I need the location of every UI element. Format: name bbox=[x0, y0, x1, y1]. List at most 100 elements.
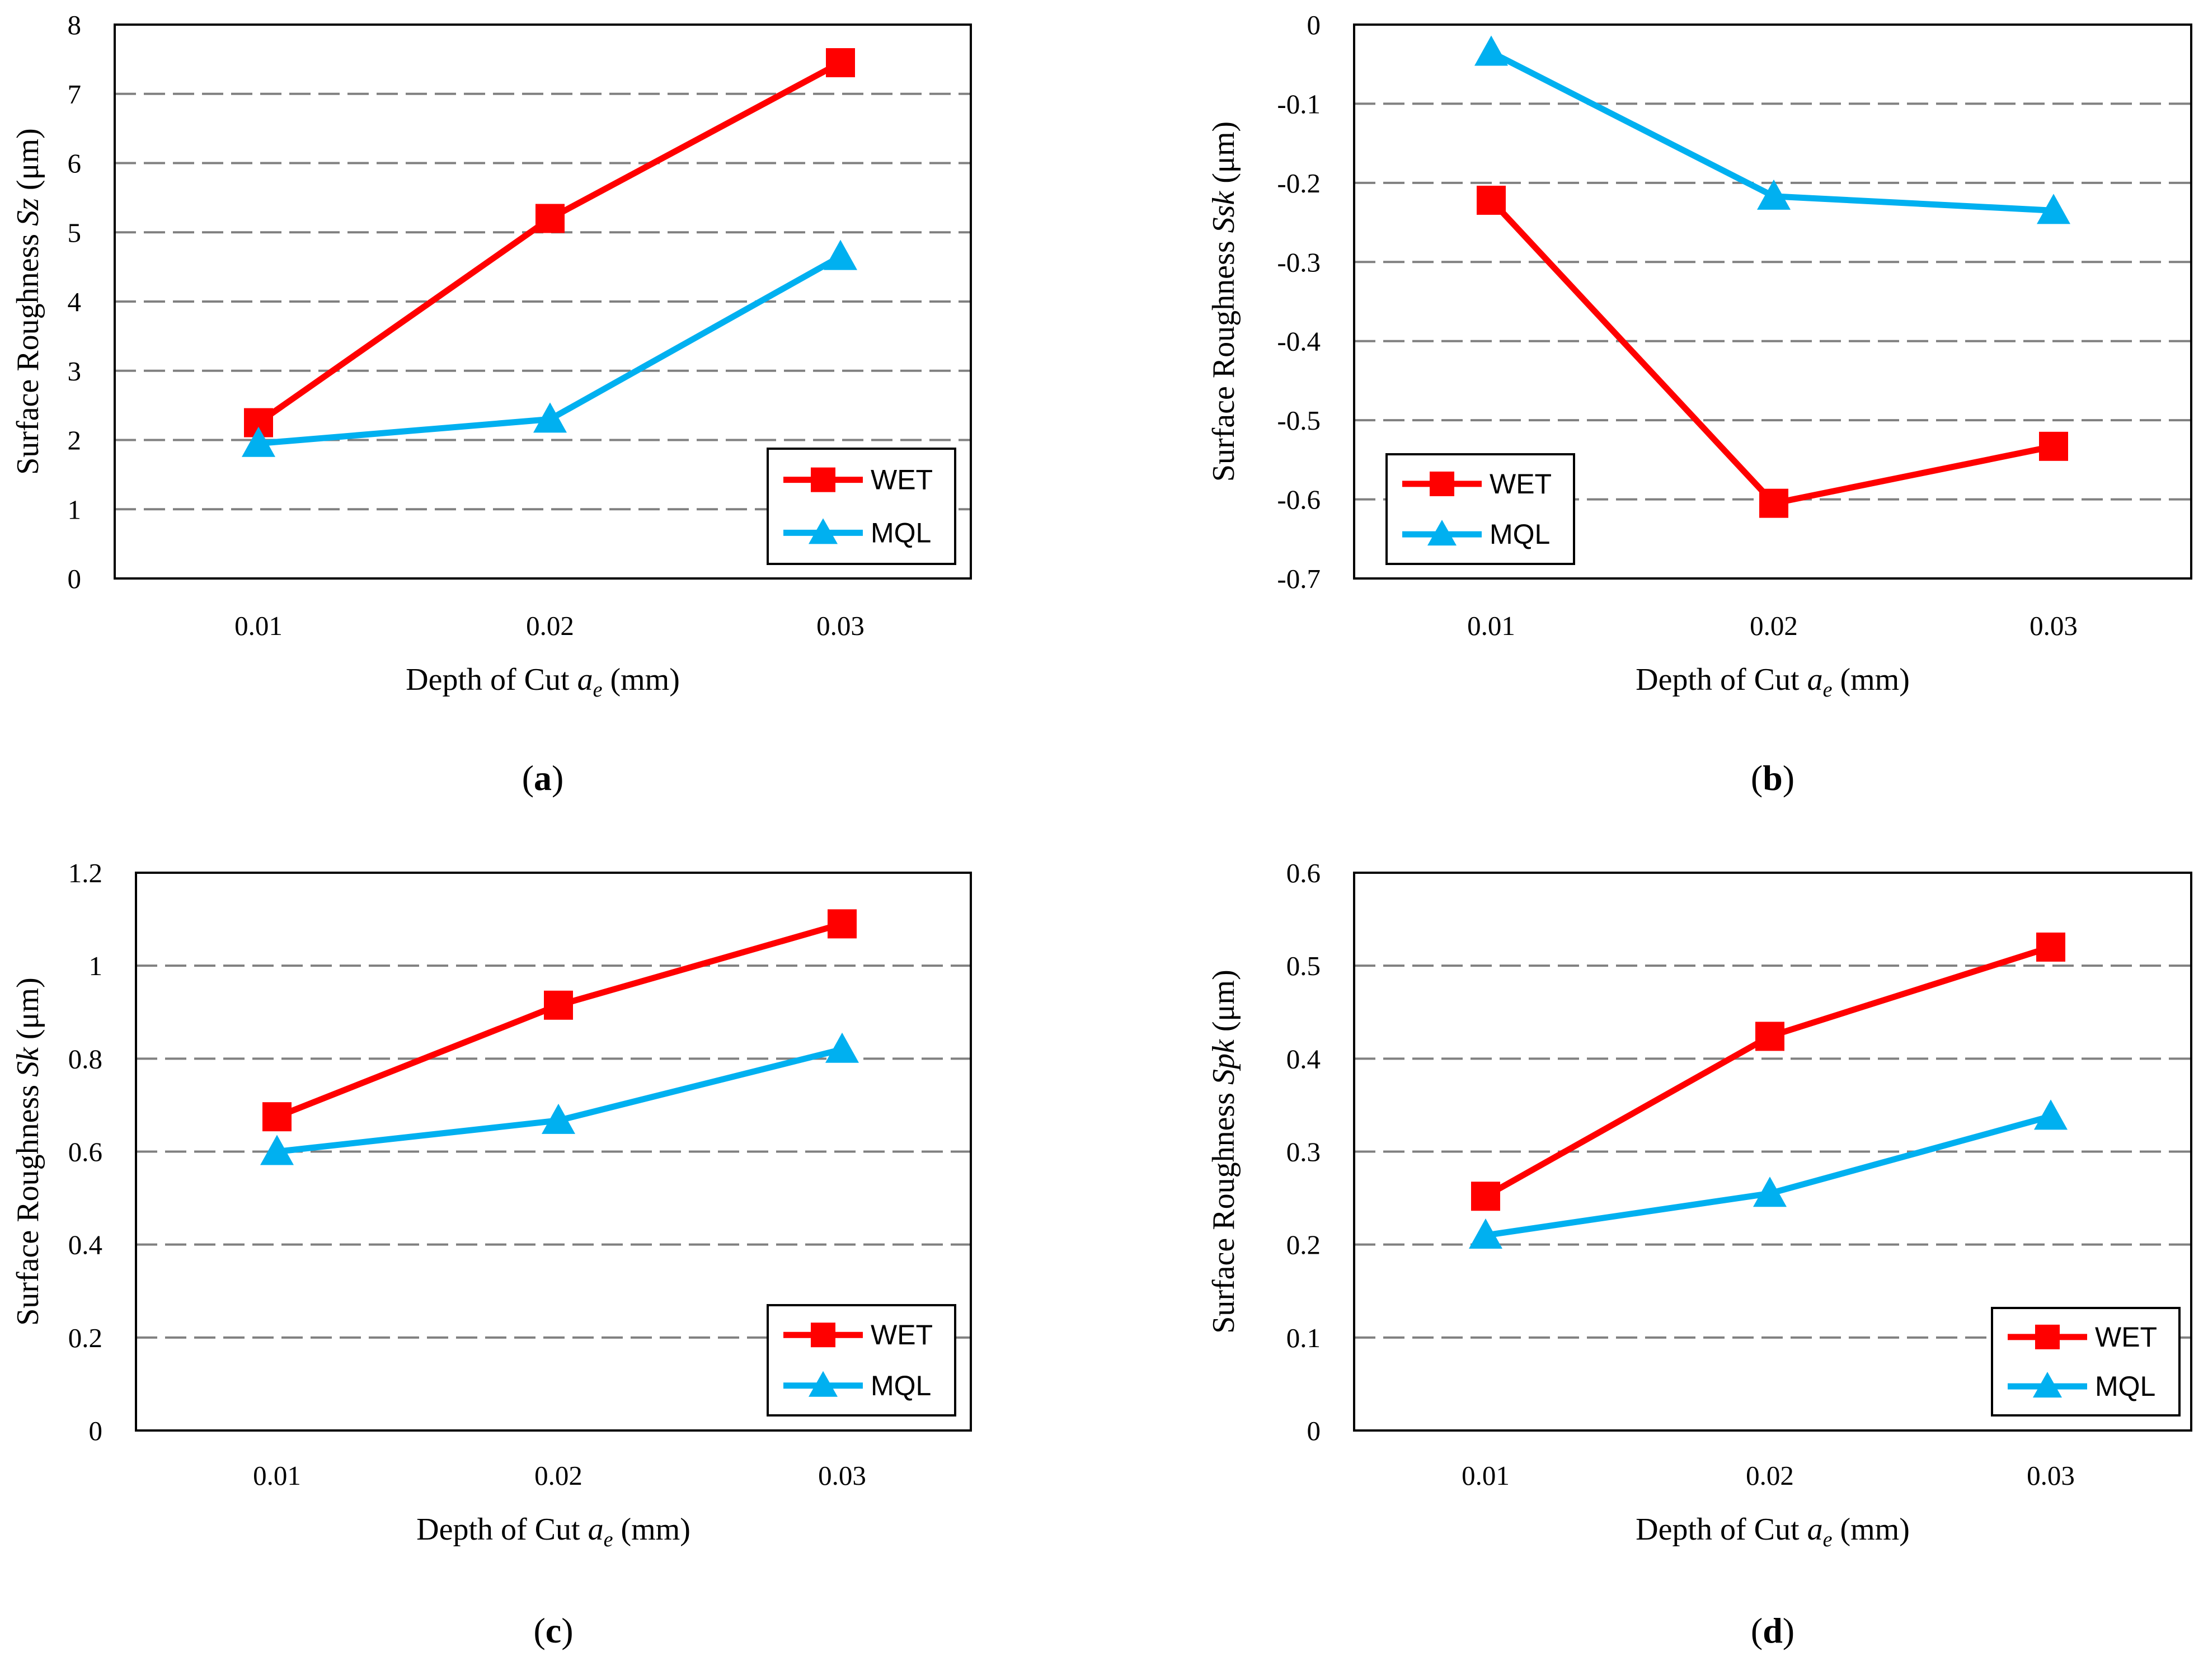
y-tick-label: 0.5 bbox=[1286, 950, 1321, 981]
chart-panel-c: 0 0.2 0.4 0.6 0.8 1 1.2 0.01 0.02 0.03 Depth of Cu… bbox=[11, 858, 972, 1650]
data-point-mql bbox=[1757, 179, 1791, 210]
x-tick-label: 0.03 bbox=[818, 1460, 866, 1491]
y-tick-label: 0.4 bbox=[68, 1230, 102, 1260]
plot-frame bbox=[1353, 872, 2192, 1432]
y-tick-label: 4 bbox=[68, 286, 82, 317]
series-line-mql bbox=[276, 1046, 843, 1155]
data-point-mql bbox=[824, 239, 857, 270]
legend-box bbox=[1991, 1307, 2181, 1417]
y-tick-label: 0 bbox=[89, 1415, 103, 1446]
plot-frame bbox=[135, 872, 972, 1432]
panel-caption: (a) bbox=[522, 758, 564, 798]
x-tick-label: 0.01 bbox=[234, 610, 283, 641]
panel-caption: (d) bbox=[1751, 1611, 1794, 1650]
data-point-mql bbox=[2037, 194, 2070, 224]
plot-frame bbox=[114, 23, 972, 580]
x-tick-label: 0.03 bbox=[2027, 1460, 2075, 1491]
legend-label-mql: MQL bbox=[871, 1370, 931, 1401]
y-tick-label: 1 bbox=[89, 950, 103, 981]
panel-caption: (b) bbox=[1751, 758, 1794, 798]
data-point-wet bbox=[535, 204, 565, 233]
x-axis-title: Depth of Cut ae (mm) bbox=[416, 1512, 690, 1551]
y-tick-label: -0.5 bbox=[1277, 405, 1321, 436]
data-point-wet bbox=[826, 48, 855, 78]
y-tick-label: -0.3 bbox=[1277, 247, 1321, 277]
data-point-mql bbox=[1753, 1177, 1787, 1207]
chart-panel-b: 0 -0.1 -0.2 -0.3 -0.4 -0.5 -0.6 -0.7 0.01 0.02 0.0… bbox=[1206, 10, 2192, 798]
y-tick-label: 5 bbox=[68, 217, 82, 248]
y-tick-label: 1.2 bbox=[68, 858, 102, 888]
data-point-wet bbox=[262, 1102, 292, 1132]
data-point-wet bbox=[1759, 488, 1788, 518]
legend-marker-mql bbox=[2033, 1372, 2062, 1398]
y-tick-label: 0.2 bbox=[68, 1323, 102, 1353]
y-tick-label: 8 bbox=[68, 10, 82, 40]
panel-caption: (c) bbox=[533, 1611, 573, 1650]
y-axis-title: Surface Roughness Spk (μm) bbox=[1206, 970, 1241, 1334]
y-tick-label: 1 bbox=[68, 494, 82, 525]
x-tick-label: 0.03 bbox=[816, 610, 865, 641]
y-tick-label: 0.8 bbox=[68, 1043, 102, 1074]
x-tick-label: 0.02 bbox=[1746, 1460, 1794, 1491]
data-point-mql bbox=[1474, 35, 1508, 66]
x-axis-title: Depth of Cut ae (mm) bbox=[1636, 1512, 1910, 1551]
legend-box bbox=[767, 448, 956, 565]
y-tick-label: 0.3 bbox=[1286, 1137, 1321, 1168]
series-line-wet bbox=[256, 60, 842, 426]
data-point-mql bbox=[260, 1135, 294, 1165]
series-line-wet bbox=[1484, 944, 2052, 1199]
y-tick-label: 0.6 bbox=[68, 1137, 102, 1168]
legend-label-mql: MQL bbox=[1490, 519, 1550, 550]
legend-box bbox=[767, 1304, 956, 1417]
x-axis-title: Depth of Cut ae (mm) bbox=[406, 662, 680, 702]
x-tick-label: 0.01 bbox=[1462, 1460, 1510, 1491]
legend-label-mql: MQL bbox=[871, 517, 931, 548]
x-tick-label: 0.01 bbox=[1467, 610, 1515, 641]
y-tick-label: 0.6 bbox=[1286, 858, 1321, 888]
legend-label-wet: WET bbox=[2095, 1321, 2157, 1353]
series-line-mql bbox=[1485, 1113, 2052, 1239]
legend-marker-mql bbox=[809, 1371, 838, 1397]
data-point-wet bbox=[2039, 431, 2068, 461]
data-point-wet bbox=[1471, 1182, 1500, 1211]
data-point-wet bbox=[544, 990, 573, 1020]
chart-panel-d: 0 0.1 0.2 0.3 0.4 0.5 0.6 0.01 0.02 0.03 Depth of … bbox=[1206, 858, 2192, 1650]
y-tick-label: 0 bbox=[68, 563, 82, 594]
y-tick-label: 0.4 bbox=[1286, 1043, 1321, 1074]
data-point-mql bbox=[533, 402, 567, 433]
legend-marker-wet bbox=[2035, 1324, 2060, 1349]
legend-marker-wet bbox=[811, 467, 835, 492]
y-tick-label: -0.1 bbox=[1277, 88, 1321, 119]
legend-label-wet: WET bbox=[871, 1319, 933, 1350]
y-tick-label: -0.4 bbox=[1277, 326, 1321, 357]
y-tick-label: -0.2 bbox=[1277, 168, 1321, 199]
y-axis-title: Surface Roughness Sk (μm) bbox=[11, 977, 45, 1326]
data-point-mql bbox=[2034, 1099, 2068, 1130]
y-tick-label: 2 bbox=[68, 425, 82, 456]
y-axis-title: Surface Roughness Sz (μm) bbox=[11, 128, 45, 475]
legend-label-wet: WET bbox=[871, 464, 933, 496]
y-tick-label: 3 bbox=[68, 356, 82, 387]
y-tick-label: -0.6 bbox=[1277, 484, 1321, 515]
x-tick-label: 0.02 bbox=[526, 610, 574, 641]
data-point-mql bbox=[825, 1032, 859, 1063]
legend-label-mql: MQL bbox=[2095, 1371, 2155, 1402]
legend-marker-wet bbox=[1430, 471, 1454, 496]
x-axis-title: Depth of Cut ae (mm) bbox=[1636, 662, 1910, 702]
y-tick-label: 0.2 bbox=[1286, 1230, 1321, 1260]
y-tick-label: 0 bbox=[1307, 10, 1321, 40]
data-point-mql bbox=[542, 1103, 575, 1134]
series-line-wet bbox=[275, 921, 843, 1120]
chart-panel-a: 0 1 2 3 4 5 6 7 8 0.01 0.02 0.03 Depth of Cut ae (mm… bbox=[11, 10, 972, 798]
y-tick-label: 7 bbox=[68, 79, 82, 110]
legend: WET MQL bbox=[1991, 1307, 2181, 1417]
y-tick-label: 0.1 bbox=[1286, 1323, 1321, 1353]
legend-box bbox=[1385, 453, 1575, 565]
legend-label-wet: WET bbox=[1490, 468, 1552, 500]
y-tick-label: 0 bbox=[1307, 1415, 1321, 1446]
legend: WET MQL bbox=[1385, 453, 1575, 565]
y-axis-title: Surface Roughness Ssk (μm) bbox=[1206, 121, 1241, 482]
legend: WET MQL bbox=[767, 448, 956, 565]
